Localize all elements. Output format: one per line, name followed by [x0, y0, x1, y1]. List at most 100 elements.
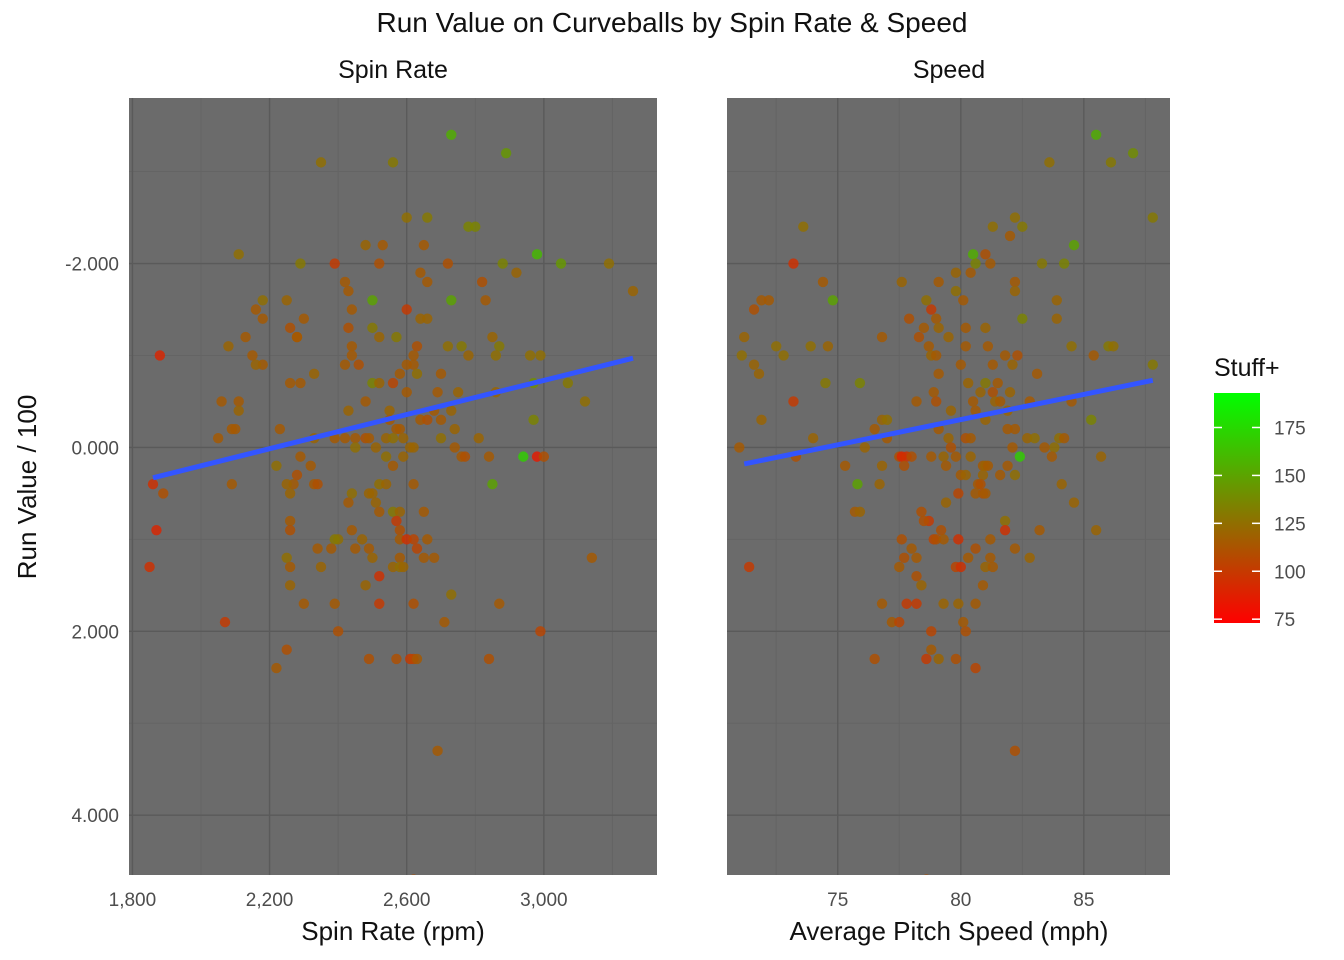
data-point	[387, 433, 399, 444]
data-point	[962, 552, 974, 563]
data-point	[1044, 157, 1055, 168]
data-point	[874, 479, 885, 490]
data-point	[911, 570, 922, 582]
data-point	[999, 524, 1011, 536]
data-point	[1012, 350, 1023, 361]
data-point	[370, 442, 382, 453]
x-tick-label: 2,200	[246, 890, 294, 911]
data-point	[398, 433, 409, 444]
data-point	[367, 552, 378, 563]
data-point	[339, 433, 351, 444]
data-point	[911, 552, 922, 563]
data-point	[980, 561, 991, 573]
data-point	[962, 377, 974, 389]
data-point	[896, 534, 907, 545]
data-point	[387, 157, 399, 168]
data-point	[1009, 276, 1021, 288]
data-point	[487, 331, 498, 343]
data-point	[346, 350, 358, 361]
data-point	[151, 524, 162, 536]
data-point	[933, 368, 944, 380]
data-point	[367, 322, 378, 334]
data-point	[271, 662, 282, 674]
data-point	[216, 396, 227, 407]
data-point	[315, 561, 327, 573]
x-axis-label-speed: Average Pitch Speed (mph)	[790, 916, 1109, 946]
data-point	[854, 377, 866, 389]
y-tick-label: -2.000	[65, 255, 119, 276]
panel-title-speed: Speed	[913, 56, 985, 84]
data-point	[940, 497, 952, 508]
data-point	[1024, 552, 1035, 563]
data-point	[739, 331, 750, 343]
data-point	[518, 451, 529, 462]
legend: Stuff+ 175 150 125 100 75	[1214, 354, 1306, 631]
x-tick-label: 2,600	[383, 890, 431, 911]
data-point	[930, 313, 942, 324]
data-point	[346, 341, 358, 352]
data-point	[967, 249, 979, 260]
data-point	[903, 313, 915, 324]
data-point	[930, 396, 942, 407]
data-point	[1036, 258, 1048, 269]
data-point	[869, 423, 880, 435]
data-point	[147, 479, 159, 490]
data-point	[562, 377, 574, 389]
data-point	[935, 524, 947, 536]
data-point	[329, 534, 340, 545]
data-point	[1014, 451, 1026, 462]
data-point	[906, 543, 917, 554]
data-point	[281, 295, 292, 306]
data-point	[483, 451, 495, 462]
data-point	[487, 479, 498, 490]
data-point	[980, 322, 991, 334]
data-point	[528, 414, 539, 426]
data-point	[987, 221, 998, 232]
x-tick-label: 3,000	[520, 890, 568, 911]
data-point	[911, 598, 922, 609]
data-point	[281, 644, 292, 655]
data-point	[960, 341, 971, 352]
data-point	[377, 239, 388, 251]
data-point	[370, 497, 382, 508]
data-point	[387, 377, 399, 389]
chart-title: Run Value on Curveballs by Spin Rate & S…	[377, 7, 968, 38]
data-point	[315, 157, 327, 168]
data-point	[401, 304, 412, 315]
legend-ticks: 175 150 125 100 75	[1214, 419, 1306, 631]
data-point	[970, 405, 981, 416]
data-point	[933, 653, 944, 665]
data-point	[408, 359, 419, 370]
data-point	[894, 616, 905, 628]
data-point	[926, 304, 937, 315]
data-point	[350, 543, 361, 554]
data-point	[144, 561, 155, 573]
data-point	[511, 267, 522, 278]
data-point	[284, 524, 296, 536]
data-point	[343, 285, 354, 297]
data-point	[827, 295, 839, 306]
data-point	[933, 276, 944, 288]
y-tick-label: 2.000	[71, 622, 119, 643]
data-point	[247, 350, 258, 361]
data-point	[422, 276, 433, 288]
data-point	[401, 387, 412, 398]
data-point	[817, 276, 829, 288]
data-point	[1009, 212, 1021, 223]
data-point	[940, 460, 952, 472]
legend-colorbar	[1214, 393, 1260, 623]
data-point	[555, 258, 567, 269]
data-point	[411, 543, 423, 554]
data-point	[497, 258, 508, 269]
data-point	[391, 515, 402, 527]
data-point	[950, 267, 962, 278]
data-point	[953, 598, 964, 609]
data-point	[753, 368, 765, 380]
data-point	[1090, 129, 1102, 140]
data-point	[284, 488, 296, 499]
data-point	[980, 377, 991, 389]
data-point	[970, 258, 981, 269]
x-ticks-spin-rate: 1,800 2,200 2,600 3,000	[109, 890, 568, 911]
data-point	[1066, 341, 1077, 352]
data-point	[284, 561, 296, 573]
